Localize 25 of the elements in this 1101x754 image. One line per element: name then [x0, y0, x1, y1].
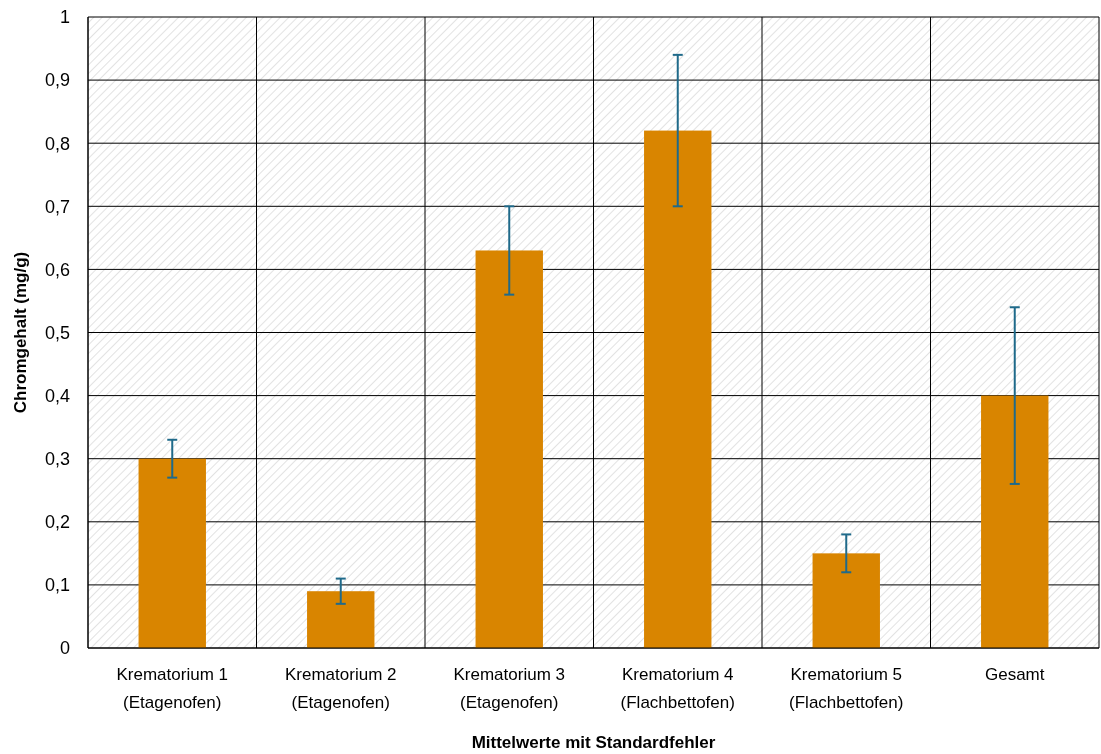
x-tick-label: Krematorium 4 (Flachbettofen)	[620, 665, 735, 712]
y-tick-label: 0,7	[44, 196, 70, 217]
bar	[475, 250, 543, 648]
y-tick-label: 0,4	[44, 385, 70, 406]
y-tick-label: 0,3	[44, 449, 70, 469]
y-tick-label: 0,9	[44, 70, 70, 91]
y-tick-label: 0,6	[44, 259, 70, 280]
y-tick-label: 0,1	[44, 575, 70, 596]
bar	[812, 553, 880, 648]
y-tick-label: 0	[59, 638, 70, 659]
x-axis-title: Mittelwerte mit Standardfehler	[471, 733, 716, 752]
bar	[138, 458, 206, 648]
bar	[307, 591, 375, 648]
x-tick-label: Krematorium 3 (Etagenofen)	[453, 665, 565, 712]
x-tick-label: Gesamt	[984, 665, 1045, 684]
y-axis-title: Chromgehalt (mg/g)	[11, 251, 30, 414]
y-tick-label: 1	[59, 7, 70, 28]
y-tick-label: 0,2	[44, 512, 70, 533]
bar	[644, 130, 712, 648]
y-tick-label: 0,8	[44, 133, 70, 154]
y-tick-label: 0,5	[44, 322, 70, 343]
x-tick-label: Krematorium 5 (Flachbettofen)	[789, 665, 904, 712]
bar	[981, 395, 1049, 648]
x-tick-label: Krematorium 2 (Etagenofen)	[285, 665, 397, 712]
x-tick-label: Krematorium 1 (Etagenofen)	[116, 665, 228, 712]
